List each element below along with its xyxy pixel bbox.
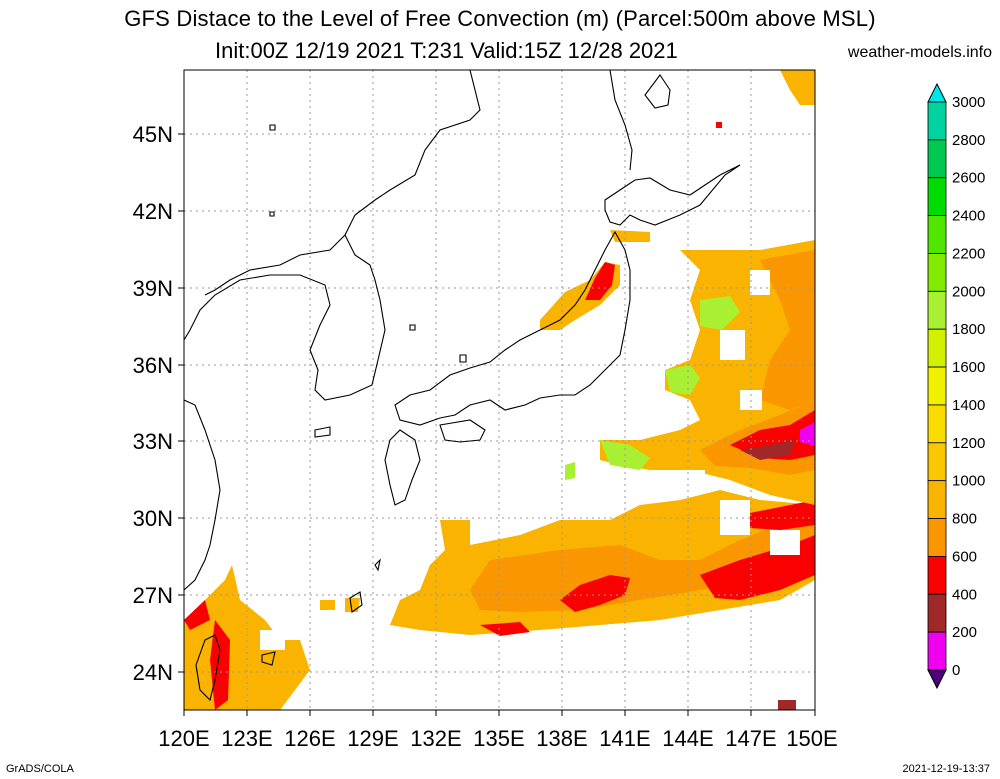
lat-label: 45N <box>133 122 173 147</box>
colorbar-segment <box>927 631 947 671</box>
colorbar-label: 200 <box>952 624 977 641</box>
colorbar: 3000280026002400220020001800160014001200… <box>927 82 985 690</box>
colorbar-label: 1800 <box>952 321 985 338</box>
lat-label: 24N <box>133 660 173 685</box>
colorbar-segment <box>927 139 947 179</box>
lat-label: 42N <box>133 199 173 224</box>
lon-label: 132E <box>410 726 461 751</box>
colorbar-label: 600 <box>952 548 977 565</box>
lat-label: 27N <box>133 583 173 608</box>
colorbar-segment <box>927 290 947 330</box>
map-grid <box>184 70 815 710</box>
lon-label: 144E <box>662 726 713 751</box>
colorbar-label: 400 <box>952 586 977 603</box>
lat-label: 30N <box>133 506 173 531</box>
colorbar-label: 2800 <box>952 132 985 149</box>
colorbar-label: 1200 <box>952 435 985 452</box>
colorbar-segment <box>927 442 947 482</box>
lon-label: 138E <box>536 726 587 751</box>
lon-label: 129E <box>347 726 398 751</box>
footer-right: 2021-12-19-13:37 <box>902 763 990 775</box>
colorbar-segment <box>927 215 947 254</box>
site-label: weather-models.info <box>847 44 992 61</box>
lon-labels: 120E 123E 126E 129E 132E 135E 138E 141E … <box>158 726 837 751</box>
lon-label: 147E <box>725 726 776 751</box>
footer-left: GrADS/COLA <box>6 763 74 775</box>
chart-subtitle: Init:00Z 12/19 2021 T:231 Valid:15Z 12/2… <box>215 38 678 63</box>
lfc-shading <box>184 70 815 710</box>
colorbar-label: 2200 <box>952 245 985 262</box>
lon-label: 135E <box>473 726 524 751</box>
colorbar-bottom-arrow <box>927 669 947 690</box>
colorbar-label: 800 <box>952 511 977 528</box>
chart-title: GFS Distace to the Level of Free Convect… <box>124 6 876 31</box>
colorbar-label: 2600 <box>952 170 985 187</box>
colorbar-label: 0 <box>952 662 960 679</box>
colorbar-label: 3000 <box>952 94 985 111</box>
colorbar-label: 1000 <box>952 473 985 490</box>
coastlines <box>184 70 741 702</box>
lon-label: 123E <box>221 726 272 751</box>
colorbar-label: 1600 <box>952 359 985 376</box>
colorbar-label: 1400 <box>952 397 985 414</box>
lat-labels: 45N 42N 39N 36N 33N 30N 27N 24N <box>133 122 173 685</box>
lat-label: 36N <box>133 353 173 378</box>
colorbar-segment <box>927 593 947 633</box>
colorbar-segment <box>927 556 947 595</box>
axis-ticks <box>178 133 816 716</box>
lat-label: 33N <box>133 429 173 454</box>
lon-label: 150E <box>786 726 837 751</box>
colorbar-label: 2400 <box>952 208 985 225</box>
colorbar-segment <box>927 366 947 406</box>
lon-label: 141E <box>599 726 650 751</box>
lon-label: 126E <box>284 726 335 751</box>
lat-label: 39N <box>133 276 173 301</box>
lon-label: 120E <box>158 726 209 751</box>
colorbar-segment <box>927 518 947 557</box>
colorbar-segment <box>927 101 947 141</box>
colorbar-top-arrow <box>927 82 947 103</box>
colorbar-segment <box>927 253 947 292</box>
colorbar-segment <box>927 480 947 519</box>
colorbar-segment <box>927 177 947 217</box>
colorbar-label: 2000 <box>952 283 985 300</box>
colorbar-segment <box>927 404 947 444</box>
colorbar-segment <box>927 328 947 368</box>
